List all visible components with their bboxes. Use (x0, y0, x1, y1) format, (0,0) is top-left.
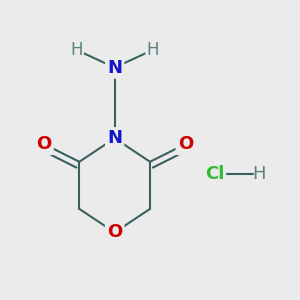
Text: H: H (70, 41, 82, 59)
Text: O: O (178, 135, 193, 153)
Text: N: N (107, 129, 122, 147)
Text: H: H (252, 165, 266, 183)
Text: O: O (107, 224, 122, 242)
Text: Cl: Cl (205, 165, 224, 183)
Text: N: N (107, 58, 122, 76)
Text: O: O (36, 135, 52, 153)
Text: H: H (147, 41, 159, 59)
